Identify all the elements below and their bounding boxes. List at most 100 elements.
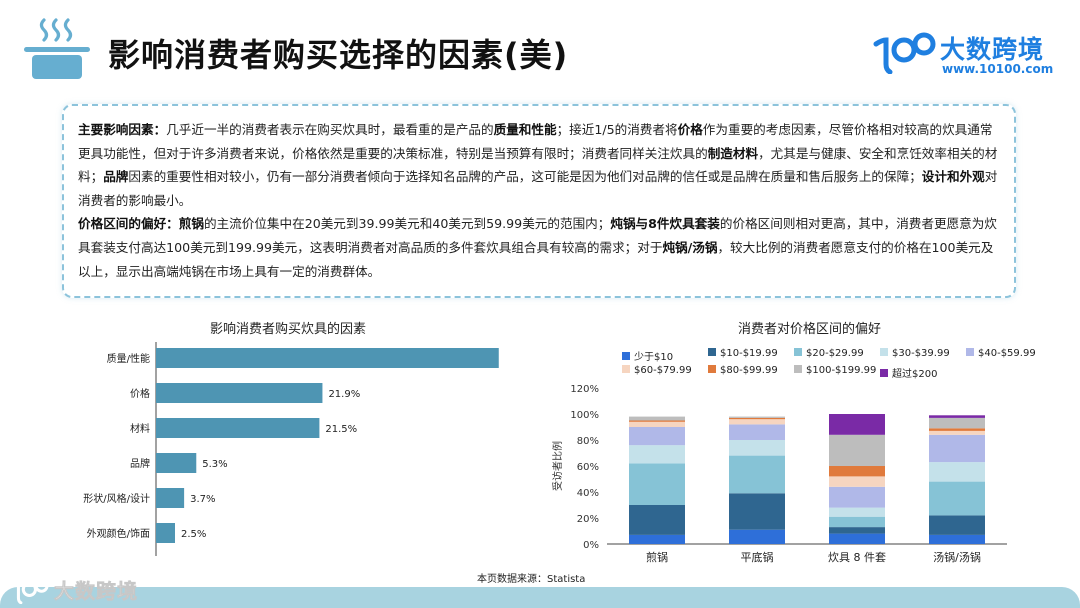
stacked-segment [829, 527, 885, 534]
stacked-segment [929, 428, 985, 431]
brand-logo-icon [873, 32, 936, 74]
factor-category-label: 材料 [130, 422, 150, 435]
legend-item: $20-$29.99 [794, 348, 864, 359]
stacked-segment [829, 507, 885, 517]
legend-swatch [708, 365, 716, 373]
summary-text-run: 对消费者的影响最小。 [78, 169, 998, 208]
stacked-segment [729, 493, 785, 530]
data-source: 本页数据来源：Statista [477, 574, 586, 585]
legend-label: $40-$59.99 [978, 348, 1036, 359]
factor-value-label: 3.7% [190, 494, 215, 505]
stacked-segment [729, 416, 785, 418]
legend-item: $30-$39.99 [880, 348, 950, 359]
y-tick-label: 0% [583, 540, 599, 551]
stacked-segment [929, 430, 985, 435]
right-chart-title: 消费者对价格区间的偏好 [738, 322, 882, 337]
legend-swatch [708, 348, 716, 356]
factors-bar-chart: 质量/性能45.1%价格21.9%材料21.5%品牌5.3%形状/风格/设计3.… [83, 342, 499, 556]
stacked-segment [629, 427, 685, 446]
stacked-segment [729, 455, 785, 494]
stacked-segment [929, 417, 985, 429]
summary-box: 主要影响因素：几乎近一半的消费者表示在购买炊具时，最看重的是产品的质量和性能；接… [62, 104, 1016, 298]
legend-label: $20-$29.99 [806, 348, 864, 359]
summary-text-run: 煎锅 [178, 216, 204, 232]
factor-value-label: 5.3% [202, 459, 227, 470]
summary-text-run: 的价格区间则相对更高，其中，消费者更愿意为炊具套装支付高达100美元到199.9… [78, 216, 997, 255]
y-tick-label: 20% [577, 514, 599, 525]
summary-paragraph-price: 价格区间的偏好：煎锅的主流价位集中在20美元到39.99美元和40美元到59.9… [78, 212, 1000, 283]
summary-text-run: 炖锅/汤锅 [662, 239, 718, 255]
summary-text-run: ，较大比例的消费者愿意支付的价格在100美元及以上，显示出高端炖锅在市场上具有一… [78, 239, 994, 279]
stacked-segment [629, 416, 685, 421]
brand-logo-block: 大数跨境 www.10100.com [872, 28, 1062, 80]
summary-text-run: 的主流价位集中在20美元到39.99美元和40美元到59.99美元的范围内； [203, 216, 611, 232]
stacked-segment [829, 486, 885, 508]
factor-bar [156, 453, 197, 473]
x-category-label: 汤锅/汤锅 [933, 550, 981, 564]
price-stacked-chart: 受访者比例 0% 20% 40% 60% 80% 100% 120% 煎锅 平底锅 炊具 8 件套 汤… [551, 384, 1007, 564]
y-tick-label: 120% [570, 384, 599, 395]
stacked-segment [829, 466, 885, 477]
stacked-segment [629, 421, 685, 427]
page-header: 影响消费者购买选择的因素(美) 大数跨境 www.10100.com [0, 0, 1080, 100]
summary-text-run: 价格区间的偏好： [78, 216, 179, 232]
legend-label: 少于$10 [634, 352, 674, 363]
stacked-segment [829, 434, 885, 466]
stacked-segment [629, 534, 685, 544]
y-tick-label: 100% [570, 410, 599, 421]
stacked-segment [729, 419, 785, 425]
summary-text-run: 价格 [677, 122, 703, 137]
stacked-segment [929, 515, 985, 535]
factor-category-label: 外观颜色/饰面 [87, 527, 150, 540]
left-chart-title: 影响消费者购买炊具的因素 [210, 322, 367, 337]
cooking-pot-icon [24, 18, 90, 79]
y-tick-label: 60% [577, 462, 599, 473]
legend-swatch [622, 365, 630, 373]
footer-band [0, 587, 1080, 608]
legend-swatch [880, 348, 888, 356]
legend-item: $40-$59.99 [966, 348, 1036, 359]
stacked-segment [729, 424, 785, 440]
summary-text-run: 品牌 [103, 169, 129, 185]
stacked-segment [629, 463, 685, 505]
summary-text-run: 作为重要的考虑因素，尽管价格相对较高的炊具通常更具功能性，但对于许多消费者来说，… [78, 122, 993, 161]
legend-item: 超过$200 [880, 365, 937, 380]
stacked-segment [829, 516, 885, 528]
legend-label: $30-$39.99 [892, 348, 950, 359]
stacked-segment [629, 420, 685, 422]
y-tick-label: 40% [577, 488, 599, 499]
factor-value-label: 21.5% [325, 424, 357, 435]
stacked-segment [629, 505, 685, 535]
stacked-segment [929, 481, 985, 516]
stacked-segment [829, 476, 885, 487]
stacked-segment [829, 414, 885, 435]
factor-value-label: 21.9% [328, 389, 360, 400]
legend-item: $60-$79.99 [622, 365, 692, 376]
summary-paragraph-factors: 主要影响因素：几乎近一半的消费者表示在购买炊具时，最看重的是产品的质量和性能；接… [78, 118, 1000, 212]
stacked-segment [929, 534, 985, 544]
footer-logo: 大数跨境 [8, 574, 158, 604]
summary-text-run: 因素的重要性相对较小，仍有一部分消费者倾向于选择知名品牌的产品，这可能是因为他们… [128, 169, 922, 185]
legend-label: $100-$199.99 [806, 365, 877, 376]
summary-text-run: ，尤其是与健康、安全和烹饪效率相关的材料； [78, 145, 998, 185]
x-category-label: 平底锅 [741, 550, 774, 564]
legend-label: $10-$19.99 [720, 348, 778, 359]
legend-item: $80-$99.99 [708, 365, 778, 376]
y-tick-label: 80% [577, 436, 599, 447]
summary-text-run: 炖锅与8件炊具套装 [610, 216, 720, 232]
summary-text-run: 质量和性能 [493, 122, 557, 137]
stacked-segment [929, 434, 985, 463]
factor-bar [156, 488, 185, 508]
stacked-segment [729, 440, 785, 456]
brand-name: 大数跨境 [940, 35, 1045, 64]
factor-category-label: 品牌 [130, 457, 150, 470]
factor-bar [156, 348, 499, 368]
legend-item: $100-$199.99 [794, 365, 876, 376]
legend-swatch [794, 365, 802, 373]
brand-url: www.10100.com [942, 62, 1054, 76]
legend-swatch [622, 352, 630, 360]
legend-item: 少于$10 [622, 348, 673, 363]
footer-logo-icon [10, 578, 49, 604]
x-category-label: 煎锅 [646, 550, 668, 564]
stacked-segment [829, 533, 885, 544]
